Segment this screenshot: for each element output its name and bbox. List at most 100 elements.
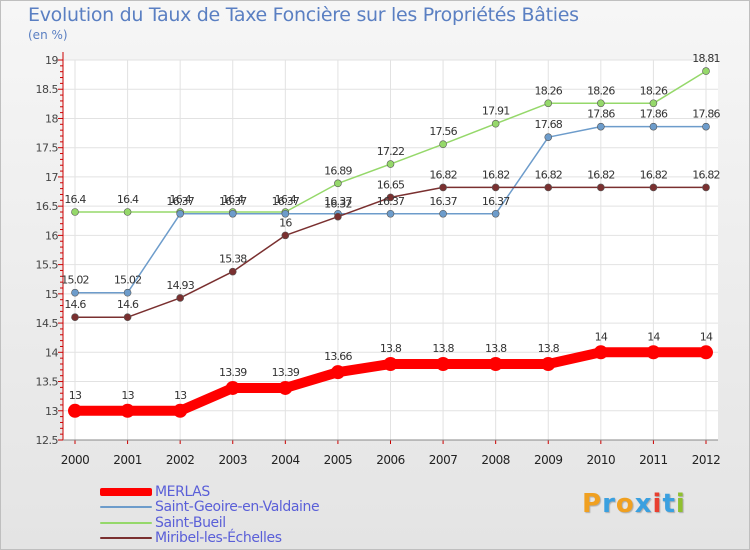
y-tick-label: 18 [45, 112, 58, 125]
data-label-1: 15.02 [61, 274, 89, 287]
y-tick-label: 17.5 [36, 142, 59, 155]
logo-letter: t [662, 489, 676, 519]
x-tick-label: 2008 [481, 453, 510, 467]
data-label-3: 16.32 [324, 198, 352, 211]
data-label-1: 17.86 [640, 108, 668, 121]
data-label-3: 16.82 [429, 168, 457, 181]
data-point-1 [386, 209, 395, 218]
x-tick-label: 2000 [61, 453, 90, 467]
chart-title: Evolution du Taux de Taxe Foncière sur l… [28, 4, 579, 26]
y-tick-label: 13 [45, 405, 58, 418]
x-tick-label: 2003 [218, 453, 247, 467]
data-point-1 [123, 288, 132, 297]
data-point-2 [544, 99, 553, 108]
legend-item-miribel: Miribel-les-Échelles [100, 530, 319, 547]
data-label-3: 16.82 [692, 168, 720, 181]
logo-letter: i [652, 489, 663, 519]
data-label-2: 16.4 [222, 193, 244, 206]
logo-letter: x [634, 489, 653, 519]
legend-label-saint-geoire: Saint-Geoire-en-Valdaine [155, 499, 320, 516]
data-label-0: 13 [174, 389, 187, 402]
data-label-3: 16.82 [587, 168, 615, 181]
data-label-3: 16 [279, 216, 292, 229]
data-point-3 [71, 313, 79, 322]
data-label-0: 14 [700, 330, 713, 343]
data-label-1: 16.37 [219, 195, 247, 208]
logo-letter: r [602, 489, 616, 519]
data-label-1: 15.02 [114, 274, 142, 287]
data-label-2: 16.4 [117, 193, 139, 206]
data-label-0: 13 [69, 389, 82, 402]
data-label-2: 17.56 [429, 125, 457, 138]
data-label-3: 16.65 [377, 178, 405, 191]
x-tick-label: 2006 [376, 453, 405, 467]
data-point-3 [176, 294, 184, 302]
y-tick-label: 12.5 [36, 434, 59, 447]
legend-label-miribel: Miribel-les-Échelles [155, 530, 282, 547]
data-point-3 [386, 193, 395, 202]
chart-subtitle: (en %) [28, 28, 68, 42]
legend-swatch-saint-geoire [100, 506, 152, 509]
logo-letter: P [582, 489, 603, 519]
legend-swatch-miribel [100, 537, 152, 540]
data-label-2: 17.22 [377, 145, 405, 158]
data-label-2: 16.4 [275, 193, 297, 206]
legend-item-saint-bueil: Saint-Bueil [100, 515, 319, 531]
y-tick-label: 14.5 [36, 317, 59, 330]
x-tick-label: 2010 [587, 453, 616, 467]
data-point-1 [597, 122, 605, 131]
data-point-0 [120, 403, 135, 418]
data-label-0: 13.39 [272, 366, 300, 379]
data-label-3: 15.38 [219, 253, 247, 266]
y-tick-label: 16 [45, 229, 58, 242]
data-point-0 [225, 380, 240, 395]
data-point-2 [597, 99, 605, 108]
logo-letter: o [615, 489, 635, 519]
data-point-2 [71, 208, 79, 216]
data-point-3 [491, 183, 500, 192]
data-label-1: 16.37 [166, 195, 194, 208]
data-point-0 [541, 357, 556, 371]
data-label-0: 13.39 [219, 366, 247, 379]
data-point-1 [71, 288, 79, 297]
data-point-1 [439, 209, 447, 218]
data-point-3 [334, 212, 342, 221]
data-label-2: 16.4 [170, 193, 192, 206]
data-point-3 [228, 267, 237, 276]
data-label-2: 16.4 [64, 193, 86, 206]
data-label-0: 13.8 [432, 342, 454, 355]
y-tick-label: 15 [45, 288, 58, 301]
data-label-3: 14.6 [117, 298, 139, 311]
data-label-2: 18.26 [640, 84, 668, 97]
data-point-1 [702, 122, 710, 131]
data-label-2: 16.89 [324, 164, 352, 177]
data-label-2: 18.81 [692, 52, 720, 65]
data-point-0 [330, 365, 345, 380]
data-label-3: 16.82 [535, 168, 563, 181]
data-point-2 [334, 179, 342, 188]
data-label-1: 16.37 [324, 195, 352, 208]
data-point-0 [173, 403, 188, 418]
data-label-1: 17.68 [535, 118, 563, 131]
data-label-1: 16.37 [272, 195, 300, 208]
x-tick-label: 2002 [166, 453, 195, 467]
data-point-1 [491, 209, 500, 218]
data-label-1: 16.37 [429, 195, 457, 208]
data-point-3 [544, 183, 553, 192]
y-tick-label: 18.5 [36, 83, 59, 96]
x-tick-label: 2011 [639, 453, 668, 467]
data-label-0: 13.8 [380, 342, 402, 355]
x-tick-label: 2004 [271, 453, 300, 467]
logo-letter: i [675, 489, 686, 519]
data-point-0 [436, 357, 451, 371]
data-label-3: 14.6 [64, 298, 86, 311]
x-tick-label: 2005 [324, 453, 353, 467]
data-point-0 [699, 345, 713, 360]
data-point-0 [593, 345, 608, 360]
x-tick-label: 2009 [534, 453, 563, 467]
legend-label-saint-bueil: Saint-Bueil [155, 514, 226, 531]
data-point-2 [491, 119, 500, 128]
data-point-2 [439, 140, 447, 148]
data-label-1: 16.37 [377, 195, 405, 208]
